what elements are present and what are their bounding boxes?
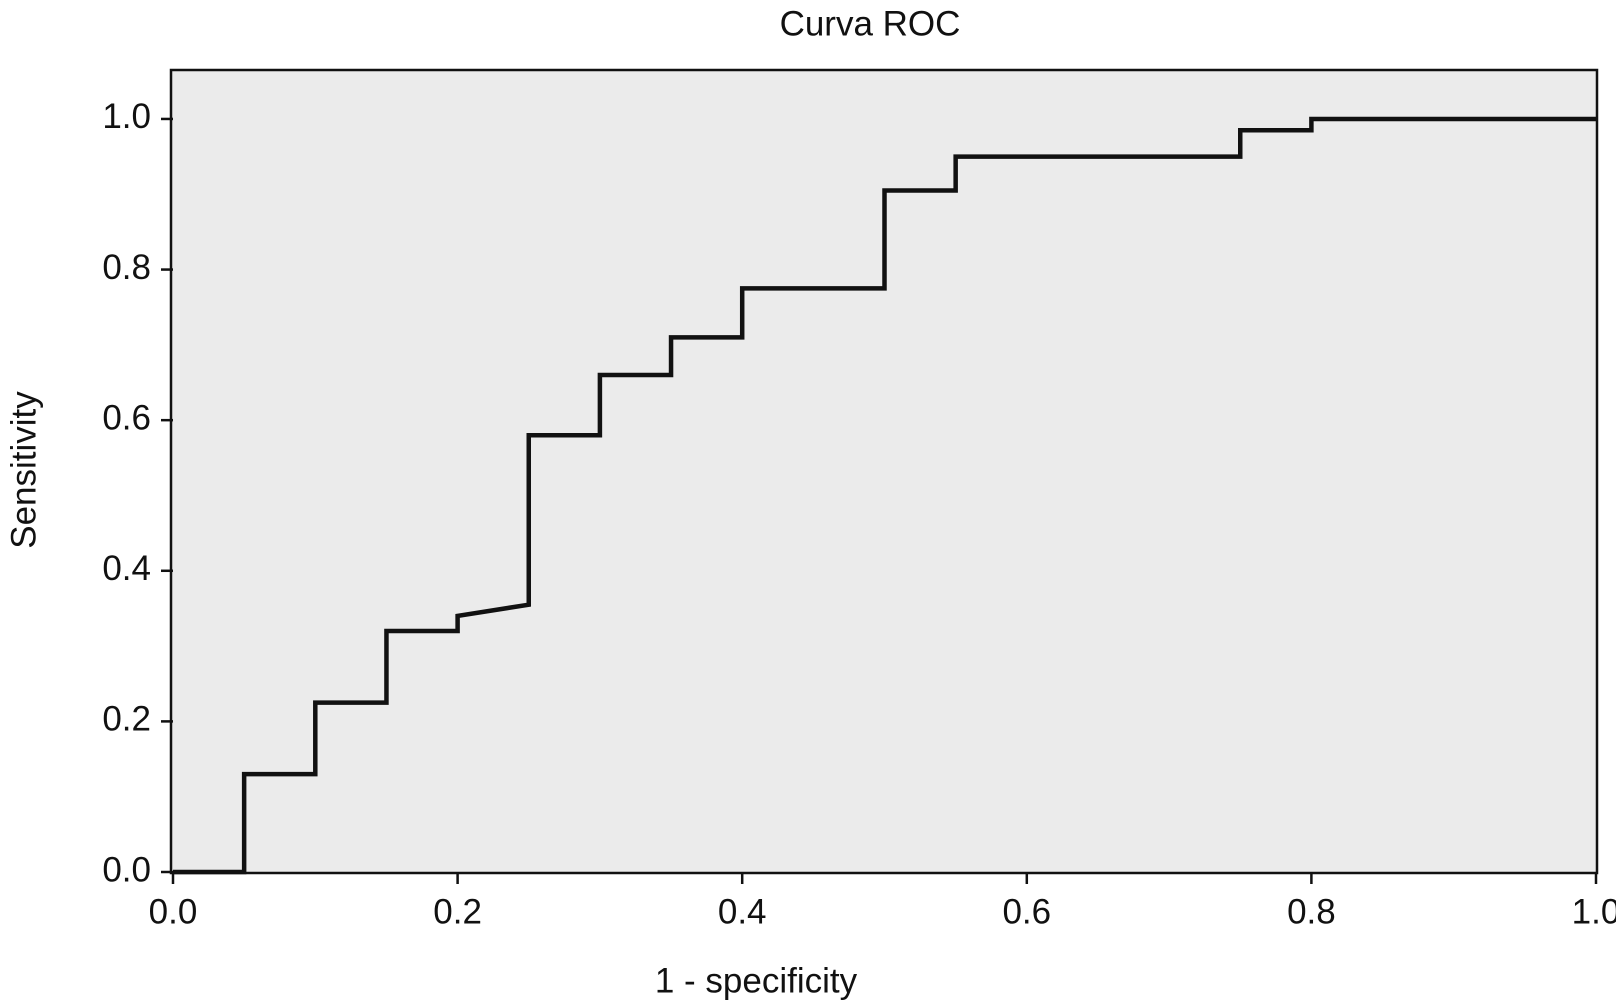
y-tick-label: 0.2 [102, 700, 151, 739]
x-tick-label: 0.4 [718, 892, 767, 931]
y-tick-label: 0.4 [102, 549, 151, 588]
x-axis-label: 1 - specificity [655, 961, 858, 1000]
roc-line [173, 116, 1596, 875]
y-tick-label: 1.0 [102, 97, 151, 136]
y-axis-label: Sensitivity [4, 391, 43, 549]
x-tick-label: 1.0 [1572, 892, 1616, 931]
x-tick-label: 0.2 [433, 892, 482, 931]
y-tick-label: 0.8 [102, 248, 151, 287]
x-tick-label: 0.0 [149, 892, 198, 931]
y-tick-label: 0.6 [102, 398, 151, 437]
x-tick-label: 0.8 [1287, 892, 1336, 931]
chart-title: Curva ROC [780, 4, 961, 43]
y-tick-label: 0.0 [102, 850, 151, 889]
x-tick-label: 0.6 [1002, 892, 1051, 931]
